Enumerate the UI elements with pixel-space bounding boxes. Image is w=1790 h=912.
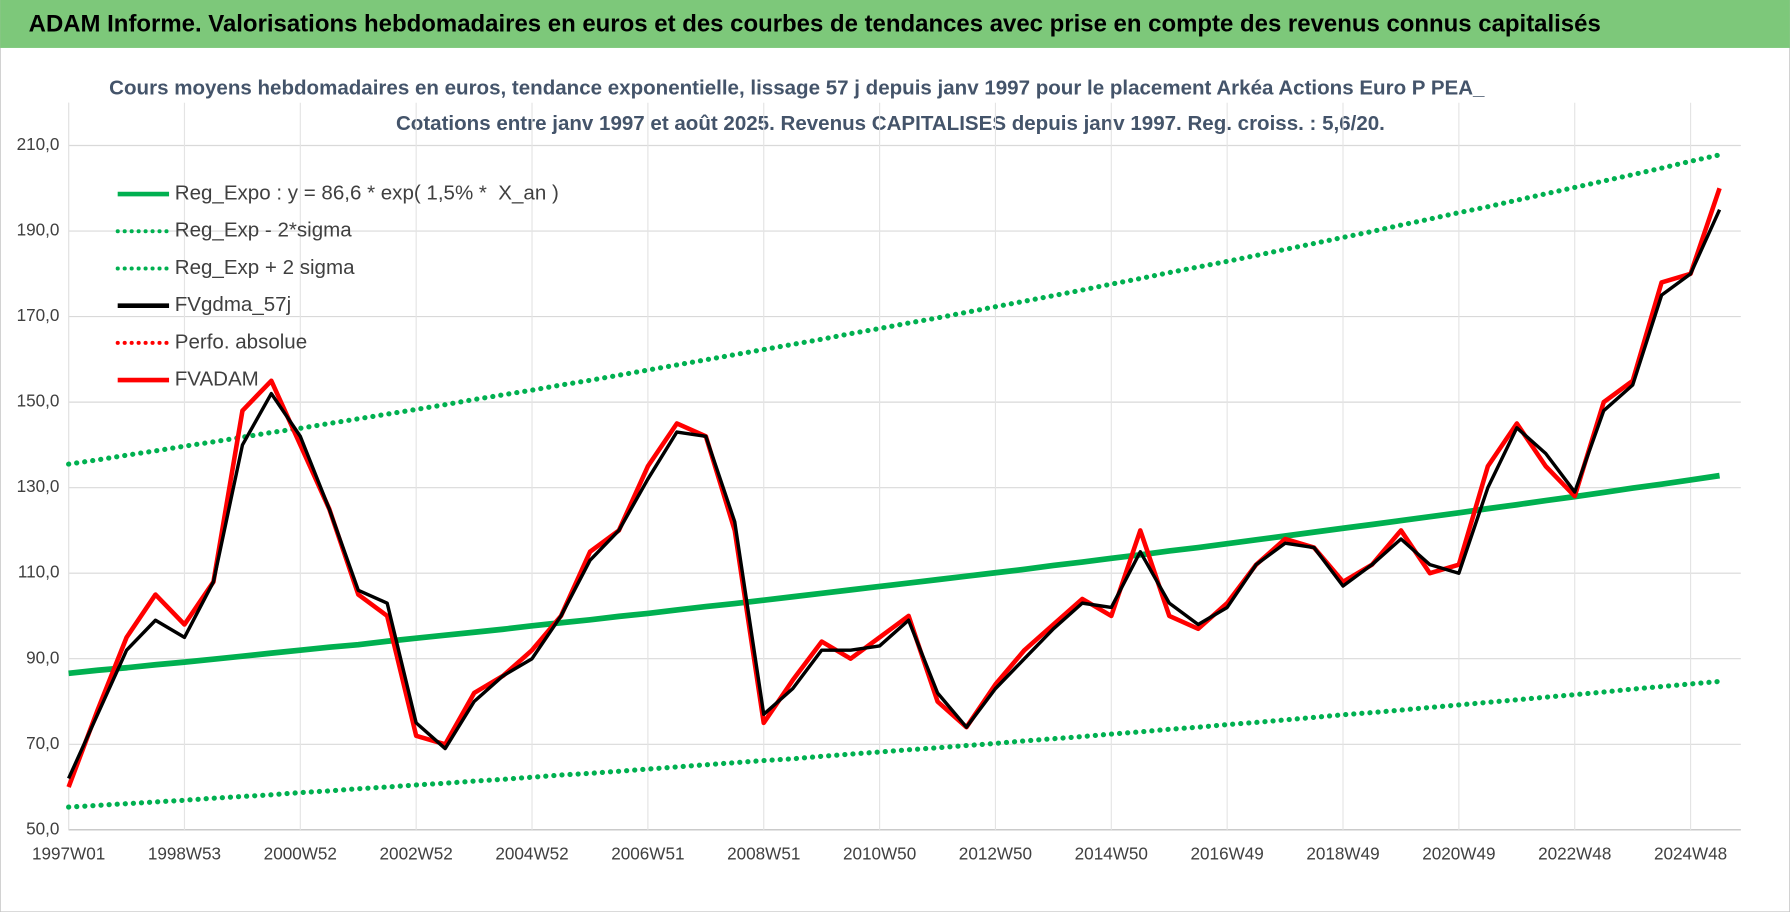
- legend-label: FVADAM: [175, 368, 259, 391]
- legend: Reg_Expo : y = 86,6 * exp( 1,5% * X_an )…: [115, 181, 559, 391]
- series-line: [66, 678, 1723, 810]
- x-tick-label: 2016W49: [1191, 844, 1264, 863]
- x-tick-label: 2006W51: [611, 844, 684, 863]
- y-tick-label: 150,0: [17, 392, 60, 411]
- x-tick-label: 2000W52: [264, 844, 337, 863]
- legend-label: Perfo. absolue: [175, 330, 307, 353]
- x-tick-label: 2024W48: [1654, 844, 1727, 863]
- legend-label: Reg_Expo : y = 86,6 * exp( 1,5% * X_an ): [175, 181, 559, 204]
- x-tick-label: 1998W53: [148, 844, 221, 863]
- x-tick-label: 2004W52: [495, 844, 568, 863]
- x-tick-label: 2022W48: [1538, 844, 1611, 863]
- x-tick-label: 2018W49: [1306, 844, 1379, 863]
- x-tick-label: 2002W52: [380, 844, 453, 863]
- y-tick-label: 130,0: [17, 477, 60, 496]
- x-tick-label: 2020W49: [1422, 844, 1495, 863]
- chart-subtitle: Cotations entre janv 1997 et août 2025. …: [396, 112, 1385, 135]
- legend-label: FVgdma_57j: [175, 293, 291, 316]
- header-bar: [0, 0, 1790, 48]
- x-tick-label: 2014W50: [1075, 844, 1148, 863]
- series-line: [67, 208, 1722, 780]
- lines: [66, 152, 1723, 810]
- y-tick-label: 190,0: [17, 221, 60, 240]
- x-tick-label: 2012W50: [959, 844, 1032, 863]
- y-tick-label: 90,0: [26, 648, 59, 667]
- y-tick-label: 50,0: [26, 819, 59, 838]
- legend-label: Reg_Exp - 2*sigma: [175, 219, 352, 242]
- header-title: ADAM Informe. Valorisations hebdomadaire…: [29, 10, 1601, 37]
- y-tick-label: 210,0: [17, 135, 60, 154]
- series-line: [66, 152, 1723, 467]
- x-tick-label: 1997W01: [32, 844, 105, 863]
- series-line: [68, 472, 1720, 677]
- x-tick-label: 2008W51: [727, 844, 800, 863]
- chart-title: Cours moyens hebdomadaires en euros, ten…: [109, 76, 1485, 99]
- grid: 50,0 70,0 90,0 110,0 130,0 150,0 170,0 190,0 210…: [17, 102, 1741, 863]
- y-tick-label: 170,0: [17, 306, 60, 325]
- y-tick-label: 110,0: [18, 563, 60, 582]
- y-tick-label: 70,0: [26, 734, 59, 753]
- x-tick-label: 2010W50: [843, 844, 916, 863]
- legend-label: Reg_Exp + 2 sigma: [175, 256, 355, 279]
